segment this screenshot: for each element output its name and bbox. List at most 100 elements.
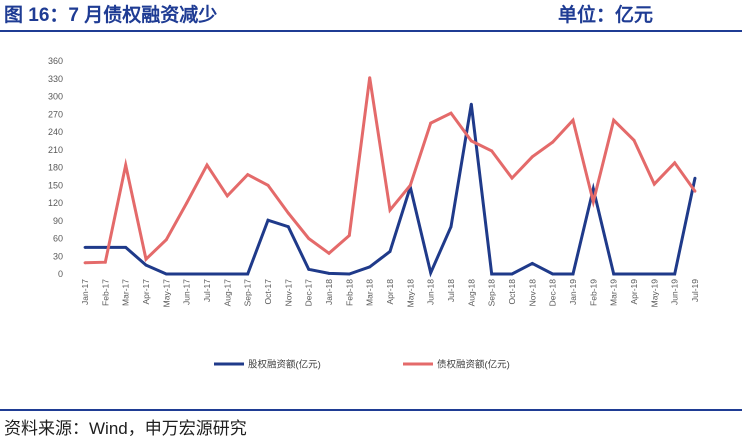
x-tick-label: Apr-19: [629, 279, 639, 305]
data-point: [510, 272, 514, 276]
data-point: [612, 118, 616, 122]
y-tick-label: 120: [48, 198, 63, 208]
data-point: [551, 272, 555, 276]
data-point: [632, 272, 636, 276]
data-point: [652, 182, 656, 186]
y-tick-label: 270: [48, 109, 63, 119]
data-point: [490, 272, 494, 276]
data-point: [490, 149, 494, 153]
x-tick-label: Jul-18: [446, 279, 456, 302]
data-point: [551, 140, 555, 144]
data-point: [347, 272, 351, 276]
x-tick-label: Jan-18: [324, 279, 334, 305]
data-point: [368, 265, 372, 269]
x-tick-label: May-18: [405, 279, 415, 308]
x-tick-label: Feb-17: [100, 279, 110, 306]
y-tick-label: 150: [48, 180, 63, 190]
y-tick-label: 0: [58, 269, 63, 279]
data-point: [205, 163, 209, 167]
footer-divider: [0, 409, 742, 411]
equity-financing-line: [85, 103, 697, 278]
y-axis-ticks: 0 30 60 90 120 150 180 210 240 270 300 330 360: [48, 56, 63, 279]
legend: 股权融资额(亿元) 债权融资额(亿元): [214, 359, 510, 371]
legend-item-equity: 股权融资额(亿元): [214, 359, 321, 371]
data-point: [510, 176, 514, 180]
x-tick-label: Jun-18: [426, 279, 436, 305]
data-point: [408, 183, 412, 187]
data-point: [449, 111, 453, 115]
data-point: [530, 155, 534, 159]
data-point: [307, 267, 311, 271]
data-point: [632, 138, 636, 142]
data-point: [225, 272, 229, 276]
x-axis-ticks: Jan-17 Feb-17 Mar-17 Apr-17 May-17 Jun-17 Jul-…: [80, 279, 700, 308]
y-tick-label: 240: [48, 127, 63, 137]
data-point: [591, 187, 595, 191]
data-point: [103, 246, 107, 249]
x-tick-label: Nov-18: [527, 279, 537, 307]
x-tick-label: Sep-17: [243, 279, 253, 307]
y-tick-label: 300: [48, 92, 63, 102]
data-point: [307, 237, 311, 240]
data-point: [388, 208, 392, 212]
x-tick-label: May-17: [161, 279, 171, 308]
data-point: [286, 211, 290, 215]
data-point: [347, 234, 351, 237]
y-tick-label: 90: [53, 216, 63, 226]
data-point: [266, 183, 270, 187]
x-tick-label: Oct-17: [263, 279, 273, 305]
data-point: [571, 118, 575, 122]
x-tick-label: Jan-19: [568, 279, 578, 305]
x-tick-label: Jul-19: [690, 279, 700, 302]
data-point: [185, 201, 189, 205]
data-point: [368, 76, 372, 79]
legend-item-debt: 债权融资额(亿元): [403, 359, 510, 371]
legend-label-equity: 股权融资额(亿元): [248, 359, 321, 371]
y-tick-label: 360: [48, 56, 63, 66]
data-point: [530, 262, 534, 265]
x-tick-label: Oct-18: [507, 279, 517, 305]
data-point: [103, 260, 107, 264]
x-tick-label: Dec-17: [304, 279, 314, 307]
data-point: [83, 246, 87, 249]
data-point: [429, 121, 433, 125]
data-point: [144, 257, 148, 261]
x-tick-label: Sep-18: [487, 279, 497, 307]
header-divider: [0, 30, 742, 32]
x-tick-label: Feb-18: [344, 279, 354, 306]
data-point: [469, 139, 473, 143]
y-tick-label: 60: [53, 234, 63, 244]
data-point: [246, 173, 250, 177]
source-note: 资料来源：Wind，申万宏源研究: [4, 419, 247, 438]
data-point: [83, 261, 87, 265]
data-point: [246, 272, 250, 276]
data-point: [591, 200, 595, 204]
data-point: [673, 272, 677, 276]
x-tick-label: May-19: [649, 279, 659, 308]
data-point: [266, 218, 270, 222]
data-point: [388, 250, 392, 253]
data-point: [164, 272, 168, 276]
data-point: [327, 251, 331, 255]
data-point: [612, 272, 616, 276]
x-tick-label: Jul-17: [202, 279, 212, 302]
data-point: [469, 102, 473, 106]
y-tick-label: 30: [53, 251, 63, 261]
legend-label-debt: 债权融资额(亿元): [437, 359, 510, 371]
x-tick-label: Mar-18: [365, 279, 375, 306]
data-point: [652, 272, 656, 276]
data-point: [693, 189, 697, 193]
data-point: [327, 272, 331, 275]
x-tick-label: Feb-19: [588, 279, 598, 306]
data-point: [429, 271, 433, 275]
y-tick-label: 210: [48, 145, 63, 155]
x-tick-label: Mar-17: [121, 279, 131, 306]
data-point: [124, 163, 128, 167]
x-tick-label: Dec-18: [548, 279, 558, 307]
series-group: [83, 76, 697, 278]
x-tick-label: Apr-18: [385, 279, 395, 305]
data-point: [693, 176, 697, 180]
data-point: [205, 272, 209, 276]
x-tick-label: Aug-18: [466, 279, 476, 307]
